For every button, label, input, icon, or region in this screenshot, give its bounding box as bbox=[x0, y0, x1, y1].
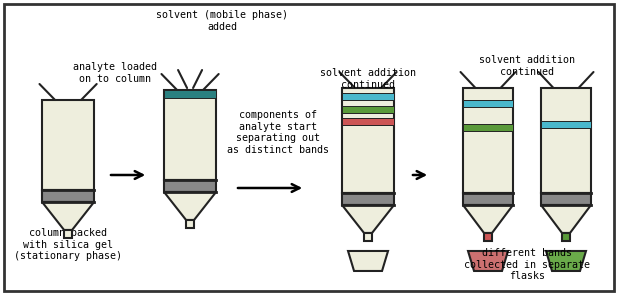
Text: solvent addition
continued: solvent addition continued bbox=[320, 68, 416, 90]
Text: column packed
with silica gel
(stationary phase): column packed with silica gel (stationar… bbox=[14, 228, 122, 261]
Polygon shape bbox=[342, 205, 394, 233]
Polygon shape bbox=[541, 205, 591, 233]
Bar bbox=[463, 88, 513, 193]
Bar bbox=[541, 121, 591, 128]
Bar bbox=[42, 190, 94, 202]
Bar bbox=[364, 233, 372, 241]
Text: different bands
collected in separate
flasks: different bands collected in separate fl… bbox=[464, 248, 590, 281]
Bar bbox=[541, 88, 591, 193]
Bar bbox=[463, 124, 513, 131]
Bar bbox=[164, 90, 216, 98]
Polygon shape bbox=[463, 205, 513, 233]
Polygon shape bbox=[546, 251, 586, 271]
Text: components of
analyte start
separating out
as distinct bands: components of analyte start separating o… bbox=[227, 110, 329, 155]
Polygon shape bbox=[468, 251, 508, 271]
Bar bbox=[541, 193, 591, 205]
Bar bbox=[562, 233, 570, 241]
Bar bbox=[64, 230, 72, 238]
Polygon shape bbox=[348, 251, 388, 271]
Bar bbox=[484, 233, 492, 241]
Bar bbox=[463, 100, 513, 107]
Bar bbox=[342, 93, 394, 100]
Text: analyte loaded
on to column: analyte loaded on to column bbox=[73, 62, 157, 83]
Bar bbox=[186, 220, 194, 228]
Bar bbox=[342, 106, 394, 112]
Text: solvent (mobile phase)
added: solvent (mobile phase) added bbox=[156, 10, 288, 32]
Bar bbox=[164, 90, 216, 180]
Text: solvent addition
continued: solvent addition continued bbox=[479, 55, 575, 77]
Polygon shape bbox=[164, 192, 216, 220]
Bar bbox=[463, 193, 513, 205]
Bar bbox=[342, 88, 394, 193]
Bar bbox=[164, 180, 216, 192]
Bar bbox=[42, 100, 94, 190]
Polygon shape bbox=[42, 202, 94, 230]
Bar bbox=[342, 193, 394, 205]
Bar bbox=[342, 118, 394, 125]
